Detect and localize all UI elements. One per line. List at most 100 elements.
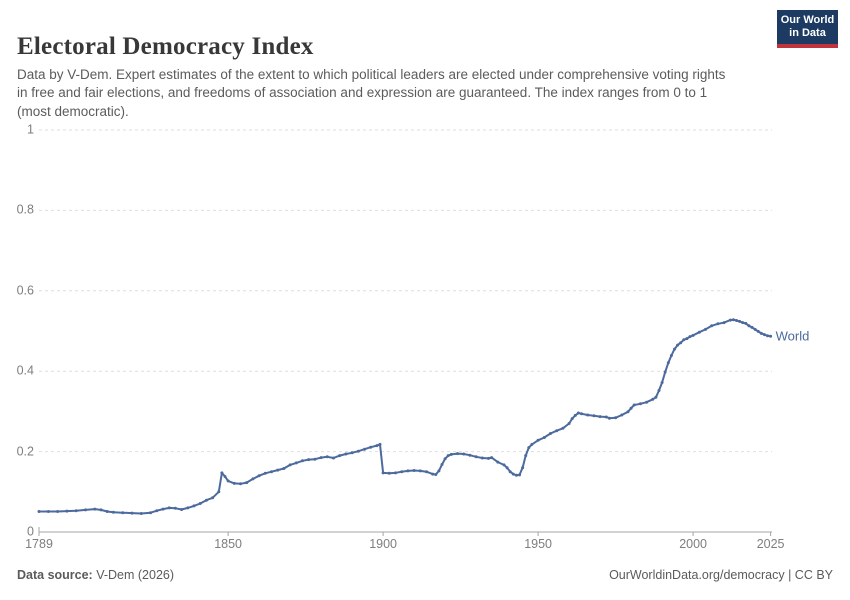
- data-point: [663, 370, 667, 374]
- data-point: [400, 470, 404, 474]
- data-point: [84, 508, 87, 512]
- x-tick-label-2025: 2025: [756, 537, 785, 551]
- data-point: [232, 481, 236, 485]
- data-point: [149, 511, 153, 515]
- chart-footer: Data source: V-Dem (2026) OurWorldinData…: [17, 568, 833, 582]
- data-point: [37, 510, 41, 513]
- data-point: [425, 470, 428, 474]
- data-point: [586, 413, 590, 417]
- data-source-label: Data source:: [17, 568, 93, 582]
- data-point: [570, 417, 574, 421]
- data-point: [440, 463, 444, 466]
- x-tick-label-1789: 1789: [25, 537, 53, 551]
- data-point: [251, 477, 255, 481]
- data-point: [744, 321, 748, 325]
- data-point: [46, 510, 50, 513]
- data-point: [226, 479, 230, 483]
- x-tick-label-1950: 1950: [524, 537, 552, 551]
- data-point: [527, 446, 531, 450]
- data-point: [130, 511, 134, 515]
- data-point: [521, 466, 525, 470]
- data-point: [536, 438, 540, 442]
- chart-subtitle: Data by V-Dem. Expert estimates of the e…: [17, 66, 726, 119]
- data-point: [307, 458, 311, 462]
- y-tick-label-0.6: 0.6: [16, 283, 34, 298]
- data-point: [369, 445, 373, 449]
- data-point: [518, 473, 521, 477]
- data-point: [263, 471, 267, 475]
- data-point: [381, 471, 385, 475]
- data-point: [378, 442, 382, 446]
- data-point: [629, 406, 633, 410]
- data-point: [638, 402, 642, 406]
- data-point: [319, 456, 323, 460]
- data-point: [573, 413, 577, 417]
- data-source-note: Data source: V-Dem (2026): [17, 568, 174, 582]
- data-point: [56, 510, 60, 513]
- data-point: [468, 453, 472, 457]
- data-point: [567, 422, 571, 425]
- data-point: [759, 331, 763, 335]
- data-point: [288, 463, 292, 467]
- data-point: [332, 456, 335, 460]
- data-point: [111, 510, 115, 514]
- data-point: [198, 502, 202, 505]
- data-point: [313, 457, 317, 461]
- series-label-world: World: [775, 328, 810, 344]
- data-point: [462, 452, 466, 456]
- data-point: [239, 482, 242, 486]
- data-point: [505, 466, 509, 470]
- data-point: [387, 471, 391, 475]
- data-point: [301, 459, 304, 463]
- data-point: [99, 508, 103, 512]
- y-tick-label-0.2: 0.2: [16, 444, 34, 459]
- data-point: [676, 343, 680, 347]
- owid-logo[interactable]: Our World in Data: [777, 10, 838, 48]
- data-point: [549, 432, 552, 435]
- data-point: [257, 474, 261, 478]
- data-point: [735, 319, 738, 322]
- data-point: [738, 319, 742, 323]
- data-point: [604, 415, 608, 419]
- data-point: [654, 395, 658, 399]
- y-tick-label-0.4: 0.4: [16, 363, 34, 378]
- data-point: [186, 506, 190, 510]
- x-tick-label-2000: 2000: [679, 537, 707, 551]
- data-point: [356, 449, 360, 453]
- data-point: [769, 334, 773, 338]
- data-source-value: V-Dem (2026): [92, 568, 175, 582]
- data-point: [418, 469, 422, 473]
- data-point: [363, 447, 366, 451]
- data-point: [728, 318, 732, 322]
- data-point: [443, 457, 447, 461]
- credit-link[interactable]: OurWorldinData.org/democracy | CC BY: [609, 568, 833, 582]
- data-point: [682, 338, 686, 342]
- data-point: [350, 451, 354, 455]
- data-point: [276, 468, 280, 472]
- data-point: [180, 508, 184, 511]
- data-point: [211, 496, 215, 500]
- data-point: [555, 429, 559, 433]
- data-point: [223, 475, 227, 478]
- data-point: [660, 381, 664, 384]
- data-point: [666, 361, 670, 365]
- data-point: [753, 327, 757, 331]
- y-tick-label-0.8: 0.8: [16, 203, 34, 218]
- data-point: [406, 469, 410, 473]
- data-point: [731, 318, 735, 322]
- data-point: [710, 324, 714, 328]
- data-point: [167, 506, 171, 510]
- data-point: [598, 415, 602, 419]
- data-point: [437, 469, 441, 473]
- data-point: [747, 324, 751, 328]
- data-point: [65, 509, 69, 513]
- data-point: [576, 411, 580, 415]
- data-point: [524, 454, 528, 458]
- data-point: [480, 456, 484, 460]
- data-point: [697, 330, 701, 334]
- y-tick-label-1: 1: [27, 122, 34, 137]
- data-point: [530, 442, 534, 446]
- data-point: [651, 397, 655, 401]
- data-point: [561, 426, 565, 430]
- data-point: [173, 506, 177, 510]
